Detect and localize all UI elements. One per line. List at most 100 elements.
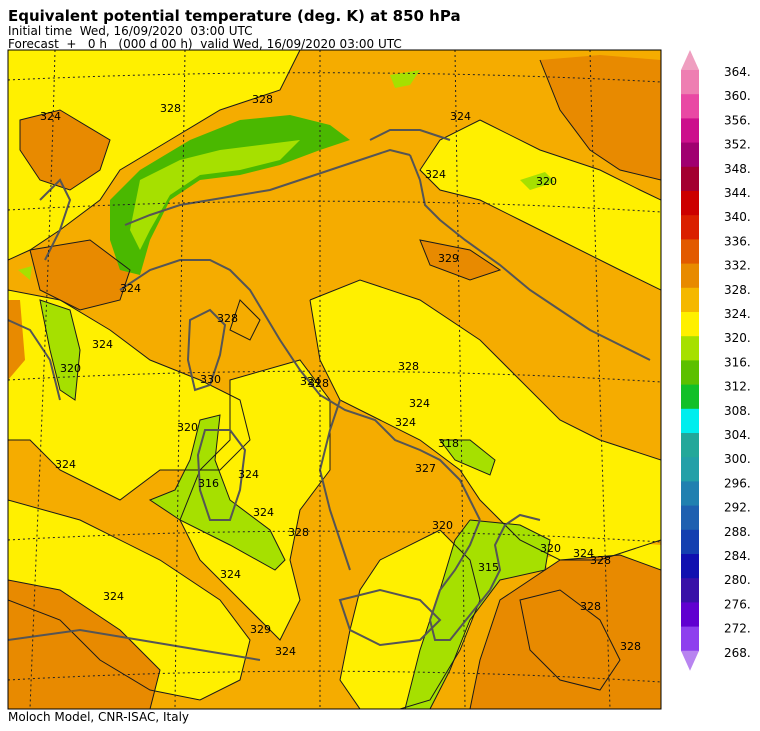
colorbar-swatch [681,312,699,337]
contour-label: 328 [288,526,309,539]
colorbar-level-label: 316. [724,355,751,369]
contour-label: 315 [478,561,499,574]
model-credit: Moloch Model, CNR-ISAC, Italy [8,710,190,724]
colorbar-swatch [681,626,699,652]
map-frame [7,49,662,710]
contour-label: 329 [438,252,459,265]
colorbar-level-label: 360. [724,89,751,103]
contour-label: 328 [590,554,611,567]
contour-label: 328 [217,312,238,325]
contour-label: 328 [620,640,641,653]
colorbar-level-label: 280. [724,573,751,587]
colorbar-swatch [681,336,699,361]
colorbar-level-label: 268. [724,646,751,660]
colorbar-swatch [681,384,699,410]
colorbar-swatch [681,239,699,265]
field-darkorange-northeast [540,55,661,180]
colorbar-swatches [681,50,699,671]
contour-label: 324 [103,590,124,603]
contour-label: 327 [415,462,436,475]
colorbar-level-label: 296. [724,476,751,490]
colorbar-swatch [681,142,699,168]
colorbar-level-label: 292. [724,501,751,515]
field-darkorange-west-edge [8,300,25,380]
coastlines [8,129,651,661]
field-green-east-patch [520,172,555,190]
field-darkorange-croatia [420,240,500,280]
contour-label: 324 [425,168,446,181]
contour-label: 324 [40,110,61,123]
colorbar-swatch [681,529,699,555]
contour-label: 328 [398,360,419,373]
field-green-adriatic-patch [440,440,495,475]
colorbar-swatch [681,118,699,144]
field-alps-green [110,115,350,275]
colorbar-level-label: 344. [724,186,751,200]
colorbar-swatch [681,215,699,240]
contour-label: 320 [536,175,557,188]
contour-label: 324 [275,645,296,658]
colorbar-swatch [681,602,699,628]
field-yellow-southwest [8,500,250,700]
field-yellow-adriatic [310,280,661,560]
colorbar-level-label: 348. [724,162,751,176]
field-alps-lightgreen [130,140,300,250]
field-yellow-east [420,120,661,290]
contour-lines [8,50,661,709]
field-green-calabria [405,520,550,709]
field-darkorange-liguria [30,240,130,310]
contour-label: 324 [120,282,141,295]
colorbar-swatch [681,433,699,458]
colorbar-level-label: 324. [724,307,751,321]
colorbar-level-label: 356. [724,113,751,127]
contour-label: 324 [253,506,274,519]
colorbar-level-label: 288. [724,525,751,539]
colorbar-tick-labels: 364. 360. 356. 352. 348. 344. 340. 336. 332. 328.… [724,65,751,660]
contour-label: 329 [250,623,271,636]
map-title: Equivalent potential temperature (deg. K… [8,7,461,25]
contour-label: 320 [177,421,198,434]
latlon-grid [8,50,661,709]
contour-label: 320 [432,519,453,532]
colorbar-top-arrow [681,50,699,70]
initial-time-line: Initial time Wed, 16/09/2020 03:00 UTC [8,24,253,38]
colorbar-swatch [681,287,699,313]
colorbar-swatch [681,554,699,579]
colorbar-level-label: 304. [724,428,751,442]
colorbar-swatch [681,94,699,119]
colorbar-level-label: 276. [724,597,751,611]
contour-label: 328 [252,93,273,106]
colorbar-swatch [681,263,699,289]
colorbar-swatch [681,578,699,603]
contour-label: 324 [55,458,76,471]
field-green-west [40,300,80,400]
colorbar-level-label: 320. [724,331,751,345]
field-green-small [18,266,32,280]
colorbar-swatch [681,191,699,216]
colorbar-swatch [681,360,699,386]
contour-label: 318 [438,437,459,450]
colorbar-bottom-arrow [681,650,699,671]
colorbar-level-label: 340. [724,210,751,224]
colorbar-level-label: 272. [724,622,751,636]
contour-label: 324 [220,568,241,581]
contour-label: 324 [573,547,594,560]
forecast-line: Forecast + 0 h (000 d 00 h) valid Wed, 1… [8,37,402,51]
field-darkorange-northwest [20,110,110,190]
colorbar-swatch [681,70,699,95]
colorbar-level-label: 332. [724,259,751,273]
contour-label: 328 [160,102,181,115]
colorbar-swatch [681,457,699,482]
colorbar-level-label: 308. [724,404,751,418]
contour-label: 316 [198,477,219,490]
colorbar-level-label: 364. [724,65,751,79]
colorbar-level-label: 328. [724,283,751,297]
colorbar-level-label: 300. [724,452,751,466]
contour-label: 324 [300,375,321,388]
contour-label: 324 [238,468,259,481]
contour-label: 320 [540,542,561,555]
contour-label: 328 [580,600,601,613]
colorbar-level-label: 312. [724,380,751,394]
